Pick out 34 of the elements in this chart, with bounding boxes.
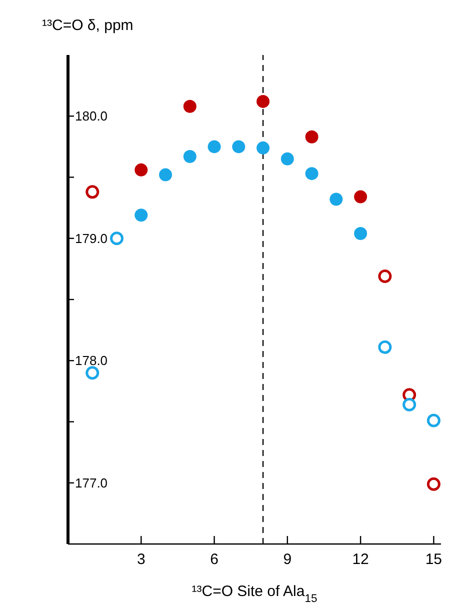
- point: [426, 414, 440, 428]
- y-tick-label: 177.0: [75, 475, 108, 490]
- point: [280, 152, 294, 166]
- x-tick-label: 3: [136, 551, 146, 568]
- y-tick-label: 180.0: [75, 108, 108, 124]
- point: [183, 100, 196, 113]
- point: [208, 140, 221, 154]
- point: [378, 340, 392, 354]
- y-tick-label: 178.0: [75, 353, 108, 368]
- point: [256, 94, 270, 108]
- x-tick-label: 9: [283, 551, 292, 568]
- point: [86, 185, 100, 199]
- point: [183, 150, 196, 163]
- point: [305, 167, 318, 180]
- x-axis-title: ¹³C=O Site of Ala$_{15}$: [192, 583, 318, 605]
- point: [354, 226, 368, 240]
- point: [305, 130, 318, 144]
- x-tick-label: 6: [210, 551, 218, 568]
- point: [232, 140, 246, 154]
- y-tick-label: 179.0: [75, 230, 108, 246]
- y-axis-title: ¹³C=O δ, ppm: [42, 17, 134, 34]
- point: [256, 141, 270, 154]
- point: [110, 232, 124, 246]
- x-tick-label: 12: [352, 551, 369, 568]
- point: [426, 477, 440, 491]
- point: [402, 398, 416, 412]
- point: [134, 163, 148, 176]
- point: [330, 192, 343, 206]
- point: [159, 168, 172, 182]
- x-tick-label: 15: [425, 551, 442, 568]
- point: [86, 366, 100, 380]
- point: [354, 190, 368, 204]
- point: [134, 208, 148, 222]
- point: [378, 270, 392, 284]
